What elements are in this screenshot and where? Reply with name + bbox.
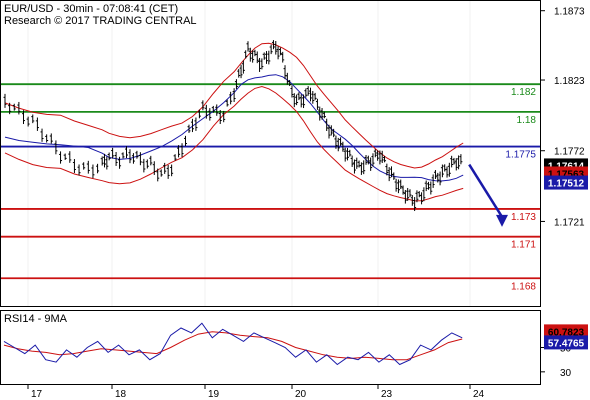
price-tag-label: 1.17563 <box>548 169 585 180</box>
rsi-panel <box>0 310 541 385</box>
rsi-tag-box <box>544 324 588 339</box>
price-axis-label: 1.1873 <box>554 7 585 18</box>
forecast-arrow-shaft <box>468 163 504 218</box>
rsi-tag-label: 60.7823 <box>548 327 585 338</box>
price-panel <box>0 0 541 307</box>
level-label-1.173: 1.173 <box>511 212 536 223</box>
price-axis-label: 1.1823 <box>554 76 585 87</box>
x-axis-label: 24 <box>473 389 485 400</box>
x-axis-label: 23 <box>381 389 393 400</box>
price-axis-label: 1.1721 <box>554 217 585 228</box>
level-label-1.1775: 1.1775 <box>505 150 536 161</box>
rsi-tag-label: 57.4765 <box>548 338 585 349</box>
price-tag-box <box>544 175 588 190</box>
moving-average-line <box>4 74 464 182</box>
chart-header-symbol: EUR/USD - 30min - 07:08:41 (CET) <box>4 3 178 15</box>
bollinger-lower-band <box>4 85 464 202</box>
level-label-1.171: 1.171 <box>511 240 536 251</box>
forecast-arrow-head <box>496 214 508 227</box>
price-tag-label: 1.17512 <box>548 179 585 190</box>
level-label-1.182: 1.182 <box>511 87 536 98</box>
rsi-tag-box <box>544 335 588 350</box>
x-axis-label: 17 <box>31 389 43 400</box>
level-label-1.18: 1.18 <box>517 115 537 126</box>
x-axis-label: 18 <box>115 389 127 400</box>
level-label-1.168: 1.168 <box>511 281 536 292</box>
price-axis-label: 1.1772 <box>554 147 585 158</box>
chart-header-research: Research © 2017 TRADING CENTRAL <box>4 15 197 27</box>
x-axis-label: 19 <box>208 389 220 400</box>
rsi-title: RSI14 - 9MA <box>4 313 68 325</box>
bollinger-upper-band <box>4 42 464 169</box>
x-axis-label: 20 <box>295 389 307 400</box>
rsi-ma-line <box>3 331 463 361</box>
rsi-axis-label: 30 <box>560 368 572 379</box>
rsi-line <box>3 322 463 366</box>
